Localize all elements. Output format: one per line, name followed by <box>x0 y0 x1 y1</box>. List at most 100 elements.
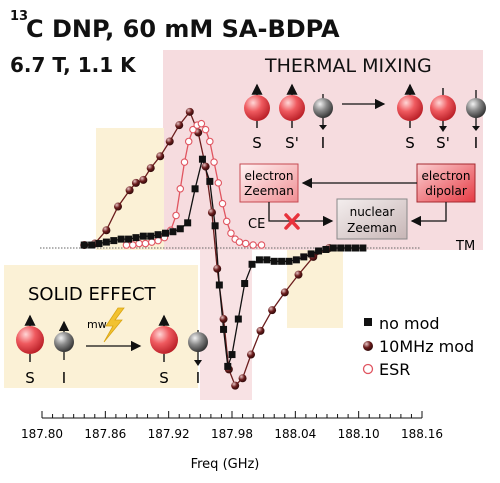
data-point-esr <box>222 217 231 226</box>
se-spin-i-before <box>54 320 74 360</box>
spin-sphere-s-prime-before <box>279 83 305 128</box>
electron-zeeman-box <box>239 163 299 203</box>
subtitle: 6.7 T, 1.1 K <box>10 53 137 77</box>
data-point-nomod <box>139 232 147 240</box>
electron-zeeman-line1: electron <box>244 169 293 183</box>
thermal-mixing-inset: THERMAL MIXING S S' I <box>239 55 486 254</box>
data-point-esr <box>129 241 137 249</box>
nuclear-zeeman-box <box>336 198 408 240</box>
data-point-esr <box>257 241 266 249</box>
data-point-nomod <box>329 244 337 252</box>
se-label-i-before: I <box>62 369 66 387</box>
data-point-nomod <box>307 250 315 258</box>
electron-zeeman-line2: Zeeman <box>244 184 294 198</box>
blocked-cross-icon <box>284 213 300 230</box>
data-point-nomod <box>215 281 223 289</box>
data-point-esr <box>210 158 218 166</box>
data-point-10mhz <box>256 326 265 335</box>
spin-sphere-s-after <box>397 83 423 128</box>
data-point-10mhz <box>146 164 155 173</box>
legend-label-esr: ESR <box>379 360 410 379</box>
title-superscript: 13 <box>10 9 28 24</box>
data-point-nomod <box>169 228 177 236</box>
legend-label-10mhz: 10MHz mod <box>379 337 474 356</box>
spin-sphere-s-before <box>244 83 270 128</box>
data-point-nomod <box>241 280 249 288</box>
data-point-esr <box>241 239 250 248</box>
data-point-nomod <box>228 351 236 359</box>
data-point-nomod <box>132 234 140 242</box>
ce-label: CE <box>248 217 265 232</box>
tm-label: TM <box>455 239 475 254</box>
data-point-nomod <box>263 256 271 264</box>
data-point-nomod <box>255 256 263 264</box>
data-point-nomod <box>206 177 214 185</box>
se-label-i-after: I <box>196 369 200 387</box>
data-point-nomod <box>248 260 256 268</box>
data-point-10mhz <box>207 208 216 217</box>
data-point-nomod <box>211 222 219 230</box>
data-point-10mhz <box>294 270 303 279</box>
data-point-nomod <box>220 325 228 333</box>
data-point-nomod <box>110 237 118 245</box>
data-point-nomod <box>234 315 242 323</box>
spin-label-s-prime-after: S' <box>436 134 450 152</box>
data-point-nomod <box>154 231 162 239</box>
data-point-nomod <box>88 241 96 249</box>
data-point-nomod <box>198 155 206 163</box>
data-point-10mhz <box>280 288 289 297</box>
data-point-nomod <box>270 257 278 265</box>
data-point-nomod <box>344 244 352 252</box>
data-point-10mhz <box>247 350 255 359</box>
data-point-10mhz <box>165 137 174 146</box>
x-axis-label: Freq (GHz) <box>191 457 260 472</box>
data-point-esr <box>154 236 162 245</box>
data-point-nomod <box>352 244 359 252</box>
se-label-s-after: S <box>159 369 169 387</box>
spin-label-i-after: I <box>474 134 478 152</box>
data-point-esr <box>218 199 227 208</box>
x-tick-label: 188.16 <box>401 427 443 441</box>
data-point-nomod <box>117 235 125 243</box>
data-point-10mhz <box>231 381 240 390</box>
x-tick-label: 187.86 <box>84 427 126 441</box>
data-point-nomod <box>80 241 88 249</box>
spin-label-i-before: I <box>321 134 325 152</box>
data-point-10mhz <box>102 226 111 235</box>
data-point-esr <box>227 229 235 237</box>
nuclear-zeeman-line2: Zeeman <box>347 221 397 235</box>
data-point-nomod <box>184 219 192 227</box>
x-tick-label: 188.04 <box>274 427 316 441</box>
solid-effect-inset: SOLID EFFECT S I mw S I <box>16 284 208 387</box>
data-point-10mhz <box>268 306 277 315</box>
data-point-10mhz <box>175 121 184 130</box>
data-point-esr <box>135 239 143 248</box>
data-point-10mhz <box>201 162 210 171</box>
mw-label: mw <box>87 318 107 331</box>
legend-label-nomod: no mod <box>379 314 440 333</box>
data-point-nomod <box>176 225 184 233</box>
se-spin-s-after <box>150 314 178 362</box>
data-point-10mhz <box>185 107 194 116</box>
x-tick-label: 187.98 <box>211 427 253 441</box>
title-main: C DNP, 60 mM SA-BDPA <box>26 15 340 43</box>
data-point-esr <box>141 239 150 248</box>
data-point-nomod <box>359 244 367 252</box>
data-point-nomod <box>300 253 308 261</box>
data-point-esr <box>249 241 257 249</box>
data-point-esr <box>214 179 223 187</box>
data-point-10mhz <box>125 186 134 195</box>
data-point-nomod <box>125 235 133 243</box>
x-tick-label: 187.80 <box>21 427 63 441</box>
data-point-esr <box>184 137 193 146</box>
legend: no mod 10MHz mod ESR <box>362 314 474 379</box>
data-point-esr <box>176 185 185 193</box>
thermal-mixing-title: THERMAL MIXING <box>264 55 432 77</box>
se-label-s-before: S <box>25 369 35 387</box>
legend-marker-esr <box>362 363 374 375</box>
spin-label-s-before: S <box>252 134 262 152</box>
data-point-esr <box>122 241 131 249</box>
data-point-10mhz <box>114 202 122 211</box>
data-point-esr <box>206 137 214 146</box>
data-point-nomod <box>102 238 110 246</box>
